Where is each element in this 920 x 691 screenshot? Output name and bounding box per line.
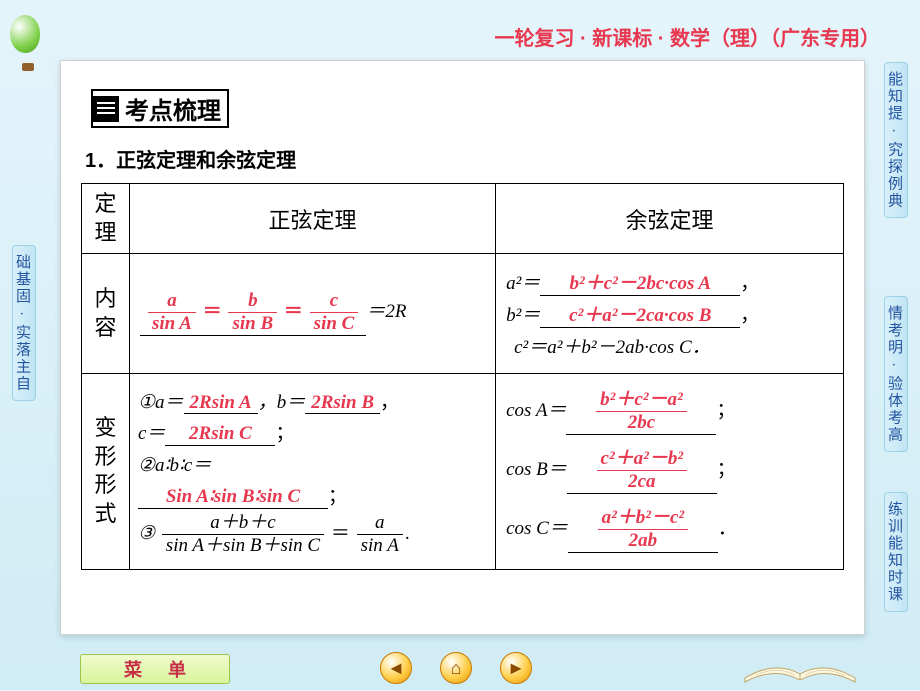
- cv-cosB: cos B＝: [506, 459, 567, 480]
- side-tab-right-1[interactable]: 能知提 · 究探例典: [884, 62, 908, 218]
- sv-period: .: [405, 523, 410, 544]
- nav-prev-button[interactable]: ◄: [380, 652, 412, 684]
- key-points-text: 考点梳理: [125, 91, 221, 126]
- sv-l4-f: Sin A∶sin B∶sin C: [138, 487, 328, 509]
- frac-sinB: sin B: [228, 312, 277, 334]
- section-title: 1．正弦定理和余弦定理: [85, 144, 844, 173]
- sv-l1-mid: ，b＝: [258, 392, 306, 413]
- cos-l3: c²＝a²＋b²－2ab·cos C．: [514, 337, 711, 358]
- sv-l1-f1: 2Rsin A: [184, 393, 258, 415]
- cv-fBden: 2ca: [597, 470, 688, 492]
- sv-l2-tail: ；: [275, 423, 294, 444]
- rowhead-content-text: 内容: [95, 285, 117, 342]
- cv-fAnum: b²＋c²－a²: [596, 390, 687, 411]
- colhead-sine: 正弦定理: [130, 184, 496, 254]
- sv-l3: ②a∶b∶c＝: [138, 455, 211, 476]
- cv-cosA: cos A＝: [506, 400, 566, 421]
- sv-l4-tail: ；: [328, 486, 347, 507]
- sv-l1-tail: ，: [380, 392, 399, 413]
- sv-eq: ＝: [331, 523, 350, 544]
- cv-fCden: 2ab: [598, 529, 689, 551]
- sv-smallnum: a: [357, 513, 403, 534]
- frac-b: b: [228, 291, 277, 312]
- cos-l2-fill: c²＋a²－2ca·cos B: [540, 306, 740, 328]
- rowhead-theorem: 定理: [82, 184, 130, 254]
- cos-l2-tail: ，: [740, 305, 759, 326]
- rowhead-content: 内容: [82, 254, 130, 374]
- sv-l2-f: 2Rsin C: [165, 424, 275, 446]
- cos-l1-lhs: a²＝: [506, 273, 540, 294]
- frac-sinA: sin A: [148, 312, 196, 334]
- cos-l1-fill: b²＋c²－2bc·cos A: [540, 274, 740, 296]
- rowhead-variants: 变形形式: [82, 374, 130, 570]
- section-number: 1．: [85, 150, 116, 172]
- page-header: 一轮复习 · 新课标 · 数学（理）（广东专用）: [494, 22, 880, 51]
- cv-cosC: cos C＝: [506, 518, 568, 539]
- sine-ratio-blank: asin A ＝ bsin B ＝ csin C: [140, 291, 366, 336]
- sv-smallden: sin A: [357, 534, 403, 556]
- sv-bignum: a＋b＋c: [162, 513, 324, 534]
- colhead-cosine: 余弦定理: [496, 184, 844, 254]
- cos-l1-tail: ，: [740, 273, 759, 294]
- side-tab-right-3[interactable]: 练训能知时课: [884, 492, 908, 612]
- rowhead-variants-text: 变形形式: [95, 414, 117, 528]
- cv-fAden: 2bc: [596, 411, 687, 433]
- cell-cosine-content: a²＝b²＋c²－2bc·cos A， b²＝c²＋a²－2ca·cos B， …: [496, 254, 844, 374]
- cv-tailA: ；: [716, 400, 735, 421]
- cv-fCnum: a²＋b²－c²: [598, 508, 689, 529]
- cos-l2-lhs: b²＝: [506, 305, 540, 326]
- slide-content: 考点梳理 1．正弦定理和余弦定理 定理 正弦定理 余弦定理 内容 asin A …: [60, 60, 865, 635]
- cv-fBnum: c²＋a²－b²: [597, 449, 688, 470]
- sv-l2-pre: c＝: [138, 423, 165, 444]
- nav-next-button[interactable]: ►: [500, 652, 532, 684]
- side-tab-right-2[interactable]: 情考明 · 验体考高: [884, 296, 908, 452]
- cell-sine-content: asin A ＝ bsin B ＝ csin C ＝2R: [130, 254, 496, 374]
- nav-home-button[interactable]: ⌂: [440, 652, 472, 684]
- cell-sine-variants: ①a＝2Rsin A，b＝2Rsin B， c＝2Rsin C； ②a∶b∶c＝…: [130, 374, 496, 570]
- eq-2R: ＝2R: [366, 301, 406, 322]
- rowhead-theorem-text: 定理: [95, 190, 117, 247]
- sv-l1-pre: ①a＝: [138, 392, 184, 413]
- key-points-label: 考点梳理: [91, 89, 229, 128]
- frac-sinC: sin C: [310, 312, 359, 334]
- side-tab-left[interactable]: 础基固 · 实落主自: [12, 245, 36, 401]
- frac-a: a: [148, 291, 196, 312]
- sv-bigden: sin A＋sin B＋sin C: [162, 534, 324, 556]
- sv-l1-f2: 2Rsin B: [305, 393, 380, 415]
- cv-tailC: ．: [718, 518, 737, 539]
- sv-l5-pre: ③: [138, 523, 155, 544]
- menu-button[interactable]: 菜单: [80, 654, 230, 684]
- cell-cosine-variants: cos A＝ b²＋c²－a²2bc ； cos B＝ c²＋a²－b²2ca ； co…: [496, 374, 844, 570]
- section-heading: 正弦定理和余弦定理: [116, 150, 296, 172]
- frac-c: c: [310, 291, 359, 312]
- theorem-table: 定理 正弦定理 余弦定理 内容 asin A ＝ bsin B ＝ csin C…: [81, 183, 844, 570]
- footer: 菜单 ◄ ⌂ ►: [0, 642, 920, 690]
- balloon-decoration: [10, 15, 40, 53]
- cv-tailB: ；: [717, 459, 736, 480]
- book-decoration: [740, 630, 860, 686]
- key-points-icon: [93, 96, 119, 122]
